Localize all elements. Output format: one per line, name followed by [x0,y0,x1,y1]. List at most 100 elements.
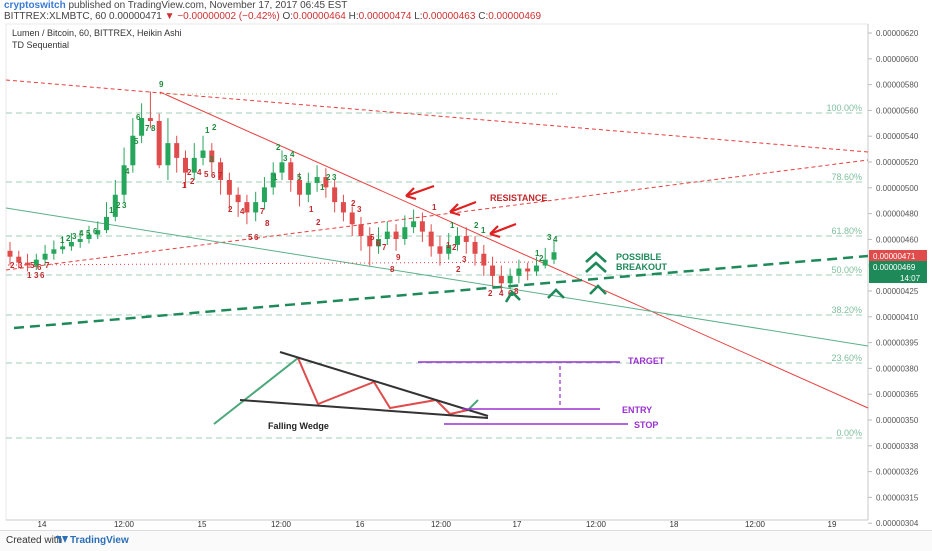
candle-body[interactable] [25,262,31,266]
open-value: 0.00000464 [293,11,346,22]
candle-body[interactable] [156,121,162,166]
candlesticks[interactable] [7,91,557,293]
svg-text:3: 3 [18,261,23,270]
rising-dashed-trendline[interactable] [5,159,869,271]
candle-body[interactable] [77,239,83,242]
resistance-trendline[interactable] [159,91,869,409]
svg-text:7: 7 [145,124,150,133]
candle-body[interactable] [130,135,136,166]
candle-body[interactable] [358,224,364,237]
candle-body[interactable] [209,150,215,163]
y-tick-label: 0.00000540 [876,132,919,141]
candle-body[interactable] [419,221,425,232]
candle-body[interactable] [384,231,390,239]
svg-text:4: 4 [197,168,202,177]
chart-header: cryptoswitch published on TradingView.co… [4,0,932,22]
candle-body[interactable] [7,250,13,257]
candle-body[interactable] [147,118,153,121]
candle-body[interactable] [533,265,539,272]
y-axis-ticks: 0.00000620 0.00000600 0.00000580 0.00000560… [868,29,919,528]
candle-body[interactable] [253,202,259,213]
candle-body[interactable] [349,212,355,225]
candle-body[interactable] [507,275,513,284]
candle-body[interactable] [498,275,504,284]
candle-body[interactable] [297,180,303,195]
candle-body[interactable] [104,216,110,231]
candle-body[interactable] [95,230,101,235]
candle-body[interactable] [393,231,399,239]
candle-body[interactable] [481,253,487,266]
candle-body[interactable] [226,180,232,195]
svg-text:3: 3 [283,154,288,163]
candle-body[interactable] [428,231,434,247]
x-tick-label: 12:00 [431,520,452,529]
svg-text:1: 1 [446,241,451,250]
svg-text:2: 2 [66,234,71,243]
candle-body[interactable] [68,241,74,247]
close-value: 0.00000469 [488,11,542,22]
candle-body[interactable] [16,256,22,263]
plot-area[interactable] [5,23,869,521]
candle-body[interactable] [42,253,48,260]
candle-body[interactable] [121,165,127,195]
candle-body[interactable] [279,162,285,173]
candle-body[interactable] [446,244,452,254]
candle-body[interactable] [174,143,180,158]
candle-body[interactable] [60,246,66,250]
candle-body[interactable] [323,177,329,188]
candle-body[interactable] [86,234,92,239]
candle-body[interactable] [182,157,188,173]
candle-body[interactable] [33,259,39,266]
svg-text:2: 2 [452,243,457,252]
possible-breakout-label-2: BREAKOUT [616,262,668,272]
candle-body[interactable] [288,162,294,180]
publisher-name[interactable]: cryptoswitch [4,0,66,11]
candle-body[interactable] [314,177,320,183]
possible-breakout-label-1: POSSIBLE [616,252,662,262]
symbol[interactable]: BITTREX:XLMBTC, 60 [4,11,107,22]
y-tick-label: 0.00000350 [876,416,919,425]
candle-body[interactable] [191,157,197,173]
low-value: 0.00000463 [422,11,476,22]
candle-body[interactable] [437,246,443,254]
tradingview-brand[interactable]: TradingView [70,535,129,546]
candle-body[interactable] [112,194,118,217]
candle-body[interactable] [340,202,346,213]
candle-body[interactable] [402,227,408,239]
svg-text:8: 8 [514,287,519,296]
candle-body[interactable] [165,143,171,166]
candle-body[interactable] [332,187,338,203]
candle-body[interactable] [472,241,478,254]
candle-body[interactable] [516,268,522,276]
price-chart[interactable]: 0.00000620 0.00000600 0.00000580 0.00000560… [0,0,932,530]
candle-body[interactable] [463,236,469,242]
candle-body[interactable] [270,172,276,188]
x-tick-label: 12:00 [271,520,292,529]
candle-body[interactable] [244,202,250,213]
x-axis-ticks: 14 12:00 15 12:00 16 12:00 17 12:00 18 12:00 19 [38,520,837,529]
candle-body[interactable] [139,118,145,136]
candle-body[interactable] [551,252,557,260]
candle-body[interactable] [367,236,373,247]
candle-body[interactable] [305,182,311,195]
svg-text:2: 2 [212,123,217,132]
candle-body[interactable] [542,259,548,266]
svg-text:2: 2 [488,289,493,298]
candle-body[interactable] [218,162,224,180]
candle-body[interactable] [235,194,241,203]
svg-text:5: 5 [30,261,35,270]
close-label: C: [478,11,489,22]
candle-body[interactable] [490,265,496,276]
support-trendline[interactable] [5,207,869,347]
candle-body[interactable] [200,150,206,158]
fibonacci-levels[interactable]: 100.00% 78.60% 61.80% 50.00% 38.20% 23.60% 0.0… [6,103,866,439]
candle-body[interactable] [261,187,267,203]
candle-body[interactable] [411,221,417,228]
candle-body[interactable] [525,268,531,272]
candle-body[interactable] [51,249,57,254]
candle-body[interactable] [454,236,460,245]
candle-body[interactable] [376,239,382,247]
open-label: O: [282,11,293,22]
td-sequential-counts: 9 6 7 8 5 4 1 2 3 1 2 3 4 5 6 1 2 3 2 3 … [10,80,558,298]
svg-text:6: 6 [254,233,259,242]
